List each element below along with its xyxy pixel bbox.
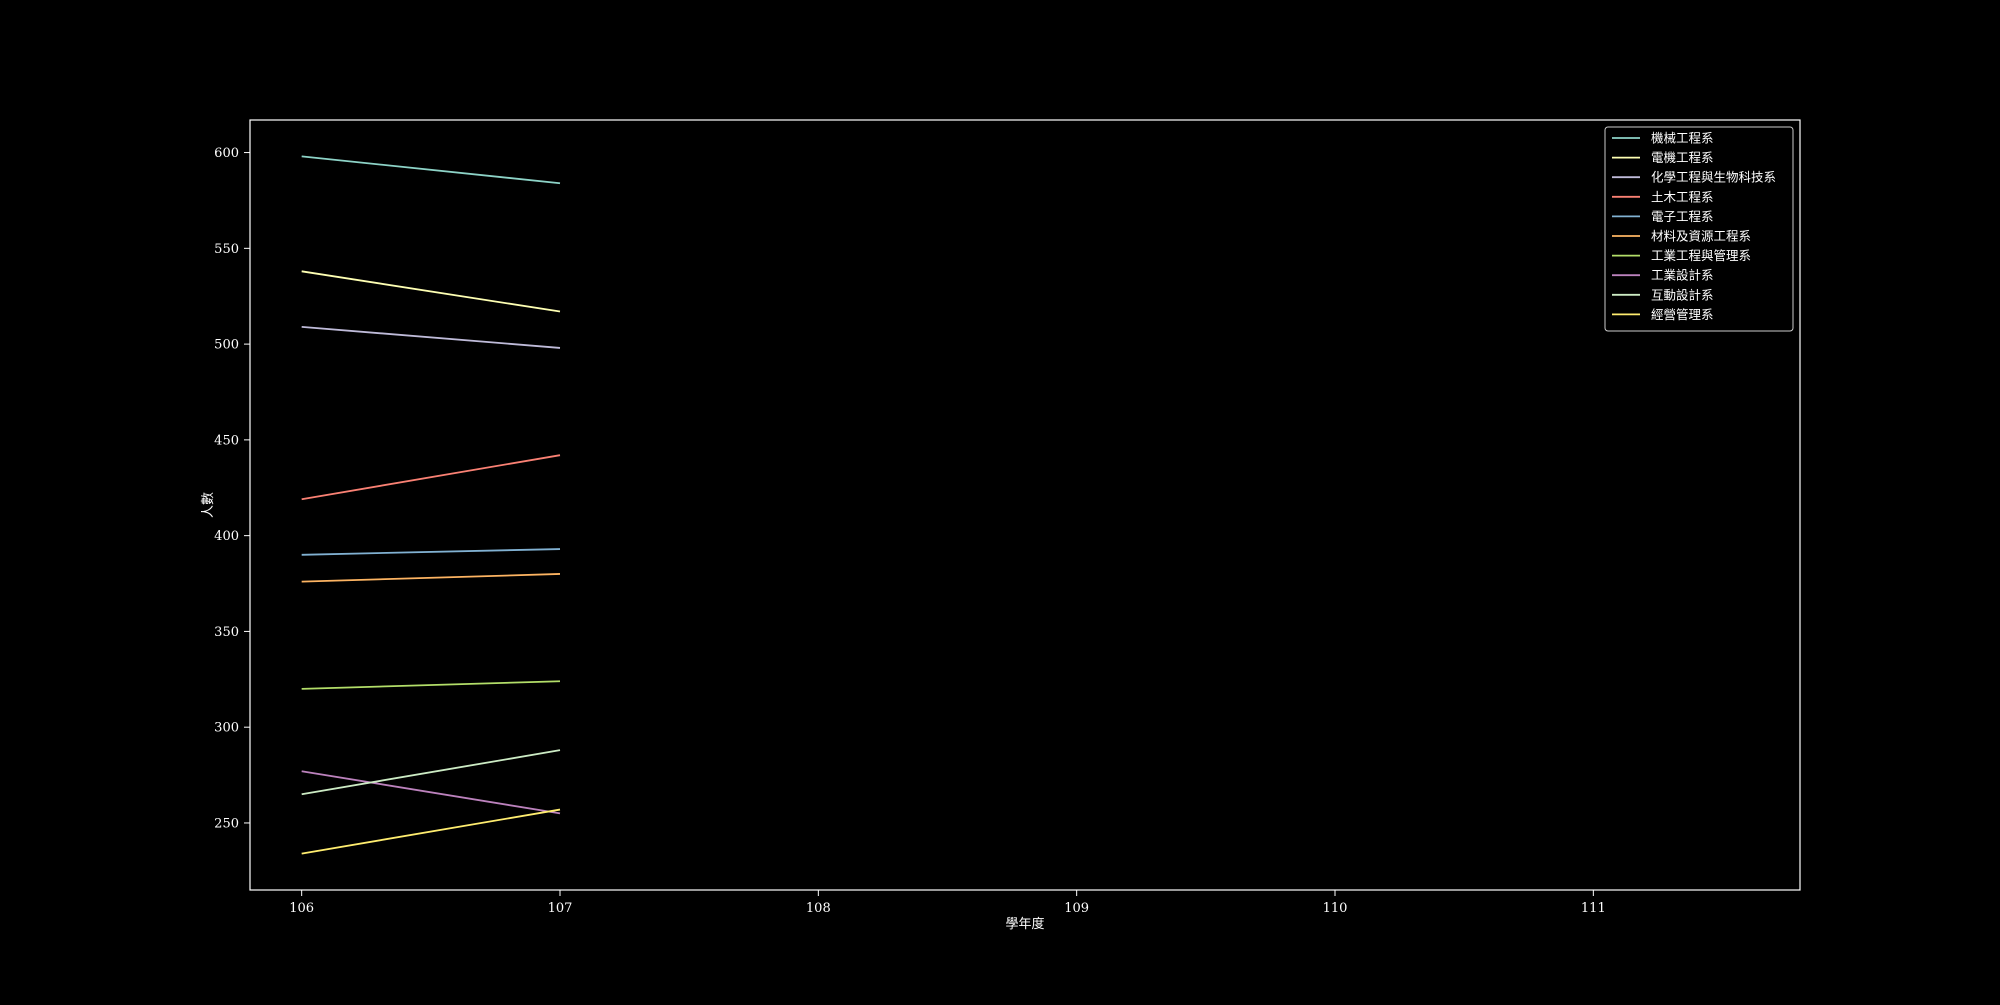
y-tick-label: 400	[214, 529, 239, 544]
series-line	[301, 680, 561, 690]
legend-label: 經營管理系	[1651, 307, 1714, 322]
series-line	[301, 155, 561, 185]
y-tick-label: 350	[214, 625, 239, 640]
series-line	[301, 325, 561, 349]
y-axis-label: 人數	[201, 492, 216, 518]
y-tick-label: 600	[214, 146, 239, 161]
y-tick-label: 250	[214, 816, 239, 831]
axes: 106 107 108 109 110 111 250 300 350 400 450 500 550 6…	[214, 146, 1606, 916]
series-line	[301, 770, 561, 815]
series-line	[301, 454, 561, 501]
legend-label: 互動設計系	[1651, 287, 1714, 302]
legend-label: 土木工程系	[1651, 189, 1714, 204]
x-tick-label: 108	[806, 901, 831, 916]
series-lines	[301, 155, 561, 855]
y-tick-label: 550	[214, 242, 239, 257]
x-tick-label: 111	[1581, 901, 1606, 916]
legend-label: 工業設計系	[1651, 268, 1714, 283]
series-line	[301, 808, 561, 855]
legend-label: 材料及資源工程系	[1651, 229, 1751, 244]
y-tick-label: 500	[214, 338, 239, 353]
legend-label: 電機工程系	[1651, 150, 1714, 165]
legend-label: 電子工程系	[1651, 209, 1714, 224]
y-tick-label: 450	[214, 433, 239, 448]
x-tick-label: 109	[1064, 901, 1089, 916]
legend-label: 工業工程與管理系	[1651, 248, 1751, 263]
x-tick-label: 107	[548, 901, 573, 916]
x-axis-label: 學年度	[1005, 916, 1044, 932]
legend-box	[1604, 126, 1794, 332]
series-line	[301, 270, 561, 313]
series-line	[301, 749, 561, 796]
legend-label: 機械工程系	[1651, 131, 1714, 146]
x-tick-label: 110	[1323, 901, 1348, 916]
legend: 機械工程系電機工程系化學工程與生物科技系土木工程系電子工程系材料及資源工程系工業…	[1604, 126, 1794, 332]
series-line	[301, 548, 561, 556]
plot-frame	[249, 119, 1801, 891]
legend-label: 化學工程與生物科技系	[1651, 170, 1776, 185]
y-tick-label: 300	[214, 721, 239, 736]
x-tick-label: 106	[289, 901, 314, 916]
series-line	[301, 573, 561, 583]
